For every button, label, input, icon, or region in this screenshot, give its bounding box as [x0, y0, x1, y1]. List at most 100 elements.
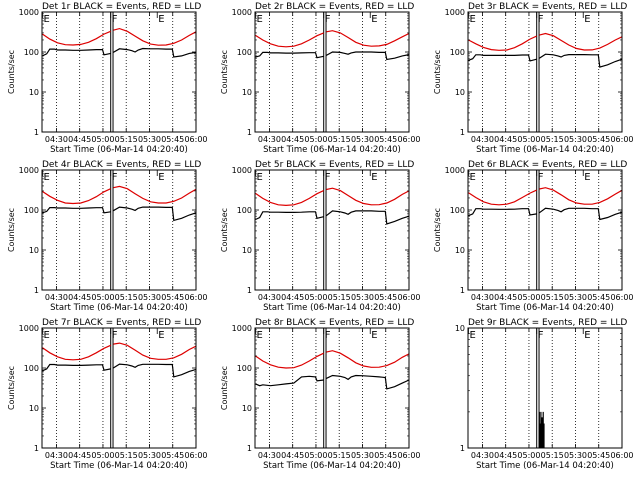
- series-lld-line-2: [539, 32, 623, 51]
- marker-label-3: E: [371, 14, 377, 25]
- chart-panel-7: Det 7r BLACK = Events, RED = LLD E F E 1 10 10…: [7, 318, 208, 471]
- chart-panel-9: Det 9r BLACK = Events, RED = LLD E F E 1 10 04…: [455, 318, 634, 471]
- plot-frame: [41, 169, 197, 291]
- x-tick-label-4: 05:15: [541, 135, 564, 144]
- y-tick-label-3: 100: [24, 206, 39, 215]
- y-tick-label-4: 1000: [232, 166, 252, 175]
- series-lld-line-2: [113, 342, 197, 360]
- chart-panel-5: Det 5r BLACK = Events, RED = LLD E F E 1 10 10…: [220, 160, 421, 313]
- y-tick-label-1: 1: [460, 128, 465, 137]
- y-tick-label-2: 10: [29, 246, 39, 255]
- marker-label-2: F: [325, 14, 331, 25]
- x-tick-label-3: 05:00: [517, 451, 540, 460]
- x-tick-label-2: 04:45: [281, 293, 304, 302]
- plot-frame: [254, 169, 410, 291]
- plot-frame: [41, 327, 197, 449]
- series-events-line-2: [112, 206, 197, 222]
- series-events-line-2: [112, 47, 197, 58]
- x-axis-label: Start Time (06-Mar-14 04:20:40): [263, 303, 401, 313]
- plot-frame: [254, 11, 410, 133]
- series-lld-line-1: [42, 30, 111, 46]
- x-tick-label-7: 06:00: [184, 451, 207, 460]
- x-tick-label-5: 05:30: [351, 293, 374, 302]
- x-tick-label-5: 05:30: [351, 135, 374, 144]
- marker-label-3: E: [371, 172, 377, 183]
- x-tick-label-4: 05:15: [328, 135, 351, 144]
- chart-title: Det 6r BLACK = Events, RED = LLD: [468, 160, 627, 170]
- y-axis-label: Counts/sec: [220, 366, 229, 410]
- marker-label-3: E: [158, 330, 164, 341]
- series-lld-line-1: [42, 344, 111, 361]
- y-tick-label-3: 100: [237, 206, 252, 215]
- y-tick-label-4: 1000: [19, 324, 39, 333]
- x-tick-label-6: 05:45: [161, 451, 184, 460]
- series-lld-line-2: [326, 30, 410, 47]
- y-tick-label-2: 10: [455, 324, 465, 333]
- marker-label-1: E: [469, 14, 475, 25]
- series-lld-line-1: [468, 189, 537, 206]
- marker-label-3: E: [584, 172, 590, 183]
- marker-label-3: E: [158, 172, 164, 183]
- x-axis-label: Start Time (06-Mar-14 04:20:40): [476, 461, 614, 471]
- marker-label-2: F: [538, 14, 544, 25]
- plot-frame: [467, 169, 623, 291]
- x-tick-label-3: 05:00: [91, 135, 114, 144]
- marker-label-1: E: [43, 14, 49, 25]
- marker-label-1: E: [256, 172, 262, 183]
- x-tick-label-3: 05:00: [91, 451, 114, 460]
- y-tick-label-2: 10: [29, 88, 39, 97]
- x-tick-label-4: 05:15: [541, 293, 564, 302]
- y-tick-label-1: 1: [34, 128, 39, 137]
- chart-title: Det 9r BLACK = Events, RED = LLD: [468, 318, 627, 328]
- series-events-line-2: [112, 363, 197, 378]
- y-tick-label-1: 1: [460, 444, 465, 453]
- chart-title: Det 3r BLACK = Events, RED = LLD: [468, 2, 627, 12]
- chart-title: Det 2r BLACK = Events, RED = LLD: [255, 2, 414, 12]
- plot-frame: [254, 327, 410, 449]
- series-lld-line-1: [42, 188, 111, 205]
- x-tick-label-3: 05:00: [91, 293, 114, 302]
- marker-label-1: E: [43, 172, 49, 183]
- x-tick-label-7: 06:00: [184, 293, 207, 302]
- x-tick-label-1: 04:30: [45, 451, 68, 460]
- y-tick-label-4: 1000: [445, 166, 465, 175]
- x-tick-label-7: 06:00: [610, 451, 633, 460]
- x-tick-label-5: 05:30: [138, 293, 161, 302]
- chart-title: Det 1r BLACK = Events, RED = LLD: [42, 2, 201, 12]
- y-tick-label-4: 1000: [19, 8, 39, 17]
- series-lld-line-1: [255, 190, 324, 207]
- y-axis-label: Counts/sec: [433, 208, 442, 252]
- chart-title: Det 8r BLACK = Events, RED = LLD: [255, 318, 414, 328]
- x-tick-label-1: 04:30: [471, 451, 494, 460]
- x-axis-label: Start Time (06-Mar-14 04:20:40): [476, 303, 614, 313]
- y-tick-label-2: 10: [455, 88, 465, 97]
- series-events-line-1: [42, 48, 111, 57]
- x-tick-label-1: 04:30: [45, 293, 68, 302]
- y-tick-label-3: 100: [24, 48, 39, 57]
- y-tick-label-3: 100: [237, 364, 252, 373]
- x-tick-label-6: 05:45: [374, 293, 397, 302]
- x-tick-label-3: 05:00: [517, 293, 540, 302]
- x-tick-label-5: 05:30: [564, 293, 587, 302]
- chart-title: Det 5r BLACK = Events, RED = LLD: [255, 160, 414, 170]
- series-events-line-2: [326, 51, 410, 61]
- y-tick-label-3: 100: [450, 206, 465, 215]
- y-tick-label-2: 10: [455, 246, 465, 255]
- series-events-line-1: [42, 207, 111, 214]
- y-tick-label-4: 1000: [19, 166, 39, 175]
- y-tick-label-1: 1: [460, 286, 465, 295]
- y-tick-label-3: 100: [237, 48, 252, 57]
- series-events-line-2: [538, 53, 623, 68]
- series-events-line-1: [468, 208, 537, 217]
- x-tick-label-5: 05:30: [564, 451, 587, 460]
- plot-frame: [41, 11, 197, 133]
- x-tick-label-4: 05:15: [541, 451, 564, 460]
- x-tick-label-3: 05:00: [304, 293, 327, 302]
- y-axis-label: Counts/sec: [220, 50, 229, 94]
- x-tick-label-1: 04:30: [471, 293, 494, 302]
- x-tick-label-5: 05:30: [138, 135, 161, 144]
- y-tick-label-1: 1: [34, 286, 39, 295]
- chart-panel-4: Det 4r BLACK = Events, RED = LLD E F E 1 10 10…: [7, 160, 208, 313]
